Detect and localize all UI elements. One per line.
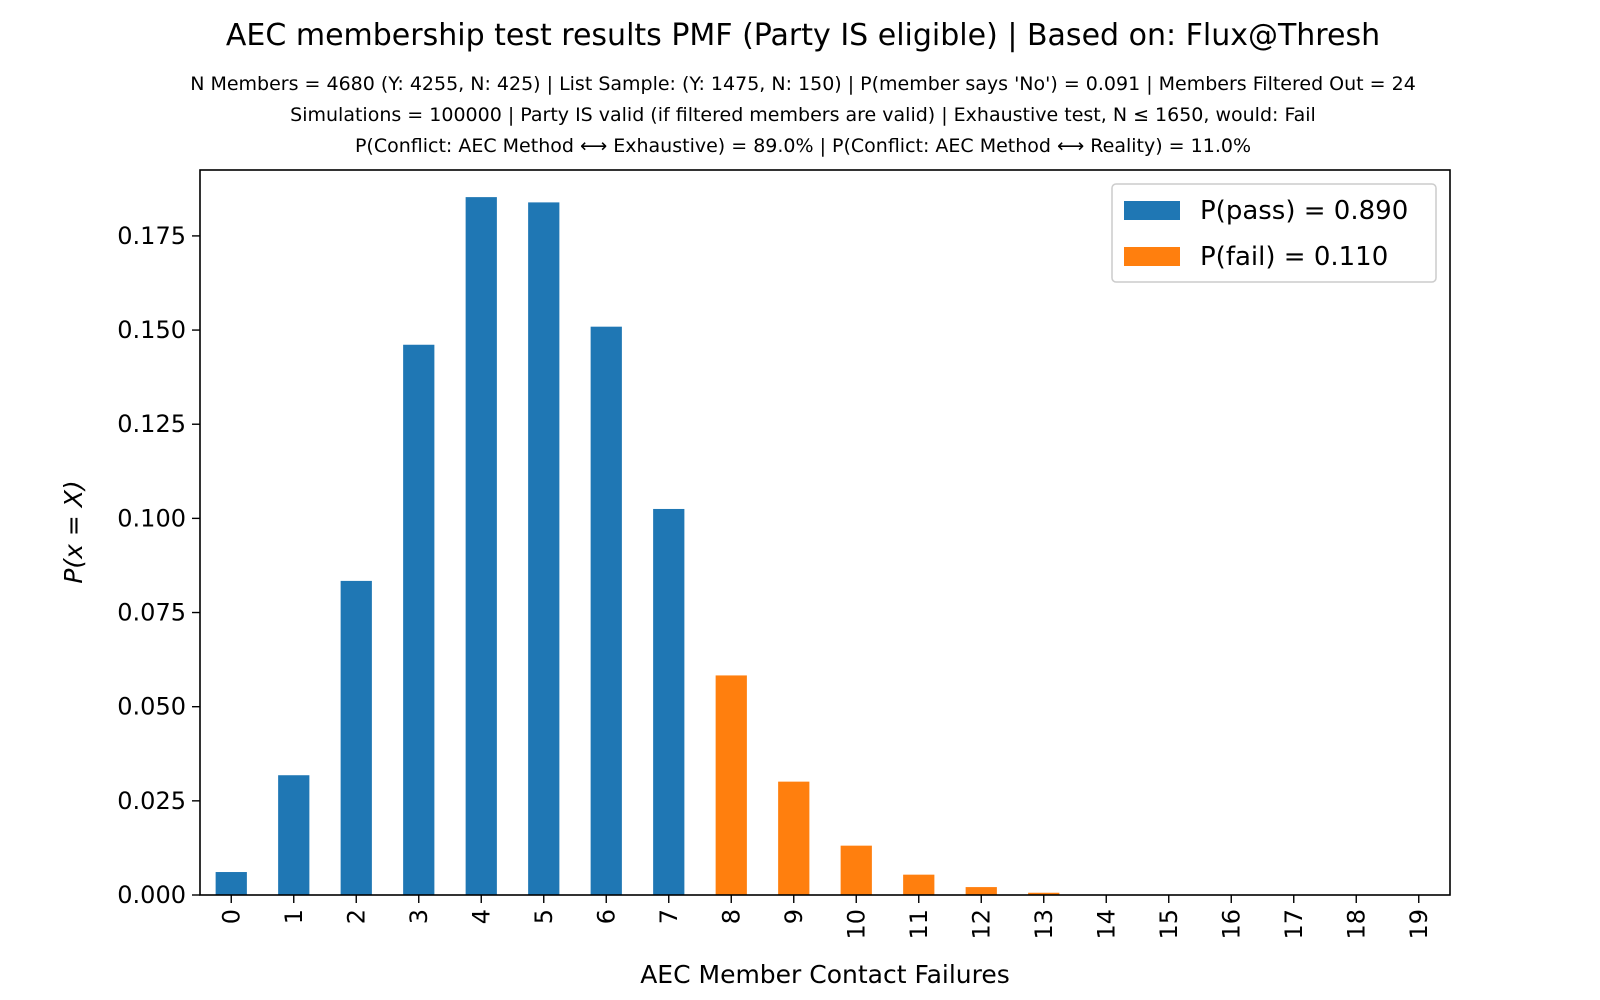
x-tick-label-18: 18 xyxy=(1342,909,1370,940)
bar-13 xyxy=(1028,892,1060,895)
y-tick-label-0.000: 0.000 xyxy=(117,881,186,909)
legend-swatch-pass xyxy=(1124,201,1180,220)
x-tick-label-15: 15 xyxy=(1155,909,1183,940)
x-tick-label-16: 16 xyxy=(1217,909,1245,940)
bar-2 xyxy=(340,580,372,895)
x-tick-label-0: 0 xyxy=(217,909,245,924)
x-tick-label-6: 6 xyxy=(592,909,620,924)
y-tick-label-0.100: 0.100 xyxy=(117,504,186,532)
x-tick-label-12: 12 xyxy=(967,909,995,940)
y-tick-label-0.150: 0.150 xyxy=(117,316,186,344)
bar-5 xyxy=(528,202,560,895)
legend: P(pass) = 0.890 P(fail) = 0.110 xyxy=(1111,183,1437,283)
x-tick-label-4: 4 xyxy=(467,909,495,924)
legend-label-fail: P(fail) = 0.110 xyxy=(1200,242,1388,272)
bars-group xyxy=(215,197,1122,895)
bar-6 xyxy=(590,326,622,895)
x-axis-label: AEC Member Contact Failures xyxy=(640,960,1010,989)
x-tick-label-7: 7 xyxy=(655,909,683,924)
y-axis: 0.000 0.025 0.050 0.075 0.100 0.125 0.150 0.175 xyxy=(117,222,200,909)
y-axis-label: P(x = X) xyxy=(59,480,88,583)
chart-subtitle-line-1: N Members = 4680 (Y: 4255, N: 425) | Lis… xyxy=(190,73,1416,95)
x-tick-label-10: 10 xyxy=(842,909,870,940)
y-tick-label-0.050: 0.050 xyxy=(117,693,186,721)
x-tick-label-17: 17 xyxy=(1280,909,1308,940)
bar-3 xyxy=(403,344,435,895)
bar-8 xyxy=(715,675,747,895)
bar-10 xyxy=(840,845,872,895)
chart-subtitle-line-2: Simulations = 100000 | Party IS valid (i… xyxy=(290,104,1316,126)
x-tick-label-14: 14 xyxy=(1092,909,1120,940)
bar-1 xyxy=(278,775,310,895)
x-tick-label-11: 11 xyxy=(905,909,933,940)
legend-label-pass: P(pass) = 0.890 xyxy=(1200,196,1408,226)
y-tick-label-0.025: 0.025 xyxy=(117,787,186,815)
bar-9 xyxy=(778,781,810,895)
x-tick-label-2: 2 xyxy=(342,909,370,924)
y-tick-label-0.075: 0.075 xyxy=(117,599,186,627)
chart-title: AEC membership test results PMF (Party I… xyxy=(226,18,1380,53)
bar-4 xyxy=(465,197,497,895)
plot-frame xyxy=(199,169,1451,896)
x-tick-label-8: 8 xyxy=(717,909,745,924)
bar-0 xyxy=(215,872,247,895)
bar-11 xyxy=(903,874,935,895)
x-tick-label-5: 5 xyxy=(530,909,558,924)
x-tick-label-1: 1 xyxy=(280,909,308,924)
x-tick-label-3: 3 xyxy=(405,909,433,924)
x-axis: 0 1 2 3 4 5 6 7 8 9 10 11 12 13 14 15 16 17 18 19 xyxy=(217,895,1433,940)
x-tick-label-13: 13 xyxy=(1030,909,1058,940)
y-tick-label-0.175: 0.175 xyxy=(117,222,186,250)
bar-12 xyxy=(965,887,997,895)
chart-subtitle-line-3: P(Conflict: AEC Method ⟷ Exhaustive) = 8… xyxy=(355,135,1251,157)
bar-7 xyxy=(653,508,685,895)
y-tick-label-0.125: 0.125 xyxy=(117,410,186,438)
x-tick-label-9: 9 xyxy=(780,909,808,924)
x-tick-label-19: 19 xyxy=(1405,909,1433,940)
legend-box xyxy=(1111,183,1437,283)
legend-swatch-fail xyxy=(1124,247,1180,266)
